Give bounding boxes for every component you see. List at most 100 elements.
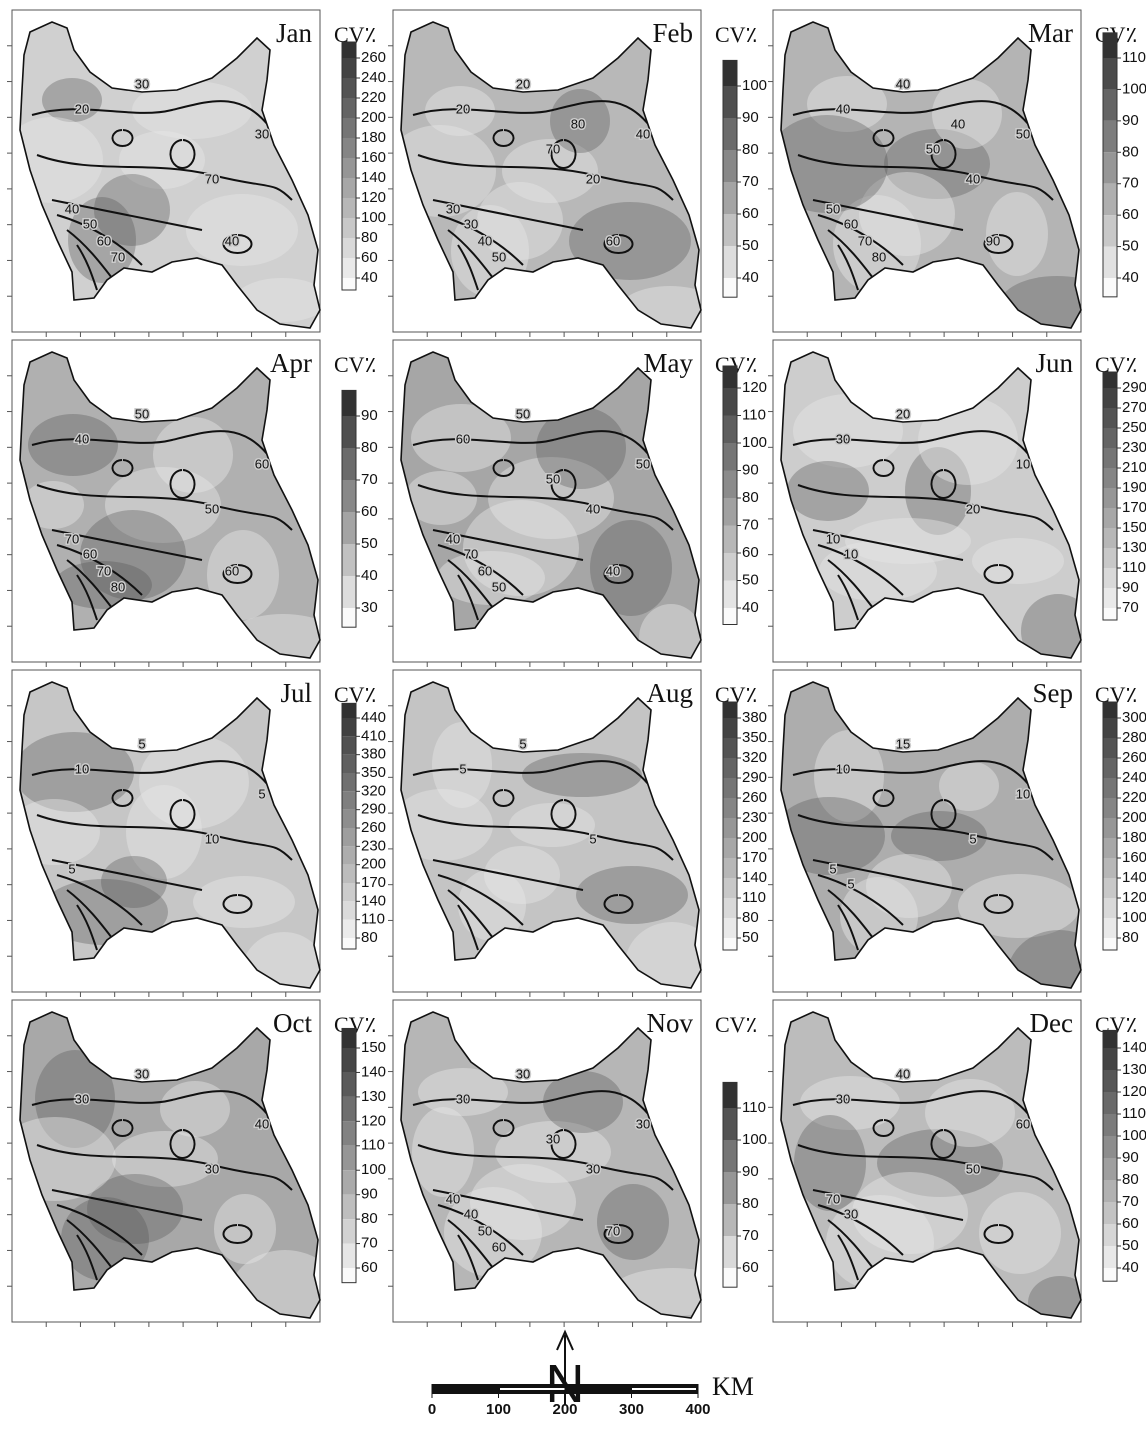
legend-tick-label: 290 <box>1122 379 1146 396</box>
legend-tick-label: 140 <box>1122 1039 1146 1056</box>
panel-title: May <box>644 348 694 378</box>
legend-tick-label: 50 <box>361 535 378 552</box>
legend-band <box>723 778 737 798</box>
legend-band <box>723 60 737 86</box>
panel-title: Dec <box>1030 1008 1073 1038</box>
legend-band <box>342 78 356 98</box>
legend-band <box>723 918 737 938</box>
legend-tick-label: 80 <box>742 141 759 158</box>
contour-label: 50 <box>83 216 97 231</box>
map-shade <box>787 461 869 521</box>
page: {"panels": [ {"title": "Jan", "legend_ti… <box>0 0 1146 1446</box>
legend-tick-label: 40 <box>1122 1259 1139 1276</box>
legend-tick-label: 130 <box>361 1088 386 1105</box>
legend-band <box>1103 488 1117 508</box>
legend-band <box>1103 1180 1117 1202</box>
contour-label: 60 <box>97 233 111 248</box>
contour-label: 30 <box>205 1161 219 1176</box>
contour-label: 5 <box>829 861 836 876</box>
legend-tick-label: 220 <box>1122 789 1146 806</box>
contour-label: 70 <box>858 233 872 248</box>
contour-label: 10 <box>1016 786 1030 801</box>
legend-band <box>723 718 737 738</box>
contour-label: 5 <box>969 831 976 846</box>
contour-label: 30 <box>844 1206 858 1221</box>
scale-tick-label: 0 <box>428 1401 436 1418</box>
legend-band <box>1103 758 1117 778</box>
legend-band <box>1103 548 1117 568</box>
legend-band <box>342 865 356 883</box>
legend-band <box>1103 898 1117 918</box>
legend-tick-label: 80 <box>361 929 378 946</box>
legend-band <box>1103 858 1117 878</box>
contour-label: 5 <box>68 861 75 876</box>
map-shade <box>932 79 1002 149</box>
legend-band <box>723 608 737 625</box>
legend-band <box>723 938 737 950</box>
legend-band <box>723 858 737 878</box>
contour-label: 40 <box>75 431 89 446</box>
contour-label: 60 <box>492 1239 506 1254</box>
legend-tick-label: 40 <box>742 599 759 616</box>
legend-band <box>342 218 356 238</box>
legend-tick-label: 250 <box>1122 419 1146 436</box>
legend-tick-label: 50 <box>742 237 759 254</box>
contour-label: 40 <box>446 1191 460 1206</box>
legend-band <box>1103 388 1117 408</box>
map-shade <box>979 1192 1061 1274</box>
legend-tick-label: 170 <box>742 849 767 866</box>
legend-band <box>1103 408 1117 428</box>
contour-label: 50 <box>966 1161 980 1176</box>
legend-tick-label: 120 <box>1122 1083 1146 1100</box>
legend-tick-label: 180 <box>1122 829 1146 846</box>
contour-label: 10 <box>75 761 89 776</box>
legend-band <box>342 448 356 480</box>
contour-label: 30 <box>586 1161 600 1176</box>
legend-tick-label: 90 <box>742 109 759 126</box>
legend-tick-label: 110 <box>742 1099 766 1116</box>
legend-tick-label: 60 <box>742 205 759 222</box>
legend-tick-label: 60 <box>361 249 378 266</box>
legend-band <box>342 736 356 754</box>
legend-band <box>1103 1048 1117 1070</box>
map-shade <box>576 866 688 924</box>
legend-tick-label: 80 <box>1122 143 1139 160</box>
legend-band <box>1103 1158 1117 1180</box>
legend-tick-label: 40 <box>1122 269 1139 286</box>
legend-band <box>342 118 356 138</box>
map-shade <box>484 846 560 904</box>
contour-label: 60 <box>456 431 470 446</box>
legend-title: CV٪ <box>715 22 757 47</box>
map-shade <box>852 1172 968 1254</box>
legend-title: CV٪ <box>334 352 376 377</box>
legend-tick-label: 220 <box>361 89 386 106</box>
legend-band <box>342 938 356 949</box>
legend-tick-label: 70 <box>1122 175 1139 192</box>
legend-band <box>1103 702 1117 718</box>
legend-tick-label: 240 <box>1122 769 1146 786</box>
contour-label: 60 <box>1016 1116 1030 1131</box>
contour-label: 5 <box>519 736 526 751</box>
contour-label: 20 <box>75 101 89 116</box>
contour-label: 40 <box>636 126 650 141</box>
legend-band <box>342 1170 356 1194</box>
legend-tick-label: 150 <box>361 1039 386 1056</box>
panel-title: Jan <box>276 18 312 48</box>
scale-tick-label: 200 <box>552 1401 577 1418</box>
legend-band <box>723 182 737 214</box>
legend-tick-label: 210 <box>1122 459 1146 476</box>
legend-band <box>1103 448 1117 468</box>
legend-tick-label: 100 <box>1122 909 1146 926</box>
contour-label: 30 <box>135 76 149 91</box>
legend-band <box>342 544 356 576</box>
legend-band <box>1103 278 1117 297</box>
legend-tick-label: 160 <box>1122 849 1146 866</box>
legend-band <box>1103 1092 1117 1114</box>
legend-band <box>1103 938 1117 950</box>
contour-label: 10 <box>826 531 840 546</box>
legend-tick-label: 90 <box>361 407 378 424</box>
legend-tick-label: 80 <box>742 489 759 506</box>
legend-tick-label: 200 <box>1122 809 1146 826</box>
legend-band <box>723 758 737 778</box>
panel-title: Jun <box>1035 348 1073 378</box>
